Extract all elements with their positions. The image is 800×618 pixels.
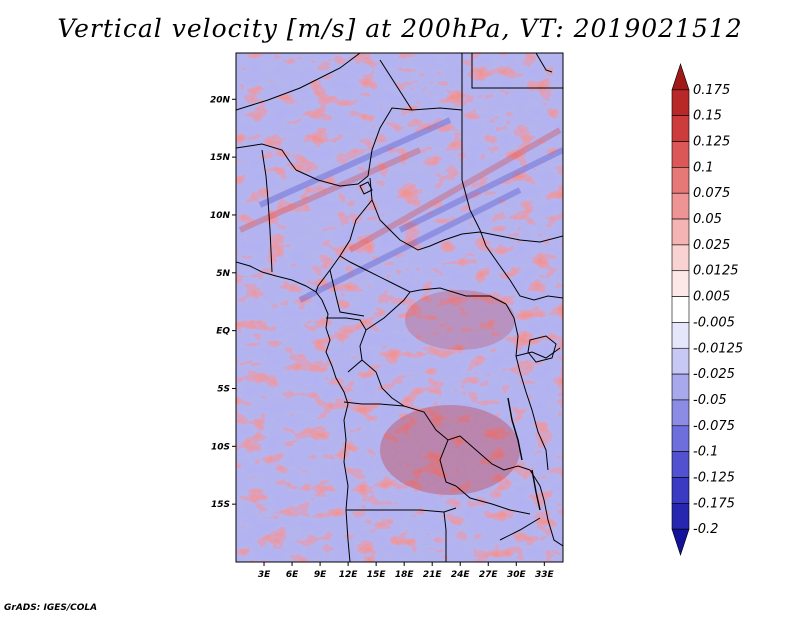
longitude-axis: 3E 6E 9E 12E 15E 18E 21E 24E 27E 30E 33E: [258, 562, 555, 580]
colorbar-swatch: [671, 503, 690, 530]
lon-tick-label: 27E: [479, 570, 499, 580]
latitude-axis: 20N 15N 10N 5N EQ 5S 10S 15S: [210, 95, 236, 510]
colorbar-label: 0.0125: [693, 264, 739, 279]
lon-tick-label: 9E: [314, 570, 327, 580]
colorbar-label: 0.15: [693, 109, 722, 124]
lat-tick-label: 10S: [211, 442, 230, 452]
map-title: Vertical velocity [m/s] at 200hPa, VT: 2…: [57, 14, 743, 43]
colorbar: 0.175 0.15 0.125 0.1 0.075 0.05 0.025 0.0125 0.0…: [671, 63, 743, 556]
colorbar-swatch: [671, 296, 690, 323]
velocity-field: [236, 53, 563, 562]
lat-tick-label: 5S: [217, 384, 230, 394]
lon-tick-label: 15E: [367, 570, 387, 580]
lon-tick-label: 33E: [535, 570, 555, 580]
colorbar-label: 0.1: [693, 160, 714, 175]
colorbar-swatch: [671, 270, 690, 297]
colorbar-swatch: [671, 373, 690, 401]
updraft-region: [380, 405, 520, 495]
colorbar-label: -0.025: [693, 367, 735, 382]
colorbar-label: -0.175: [693, 496, 735, 511]
colorbar-swatch: [671, 244, 690, 272]
lon-tick-label: 6E: [286, 570, 299, 580]
lat-tick-label: 15S: [211, 500, 230, 510]
colorbar-swatch: [671, 399, 690, 427]
colorbar-label: 0.075: [693, 186, 730, 201]
map-frame: [235, 52, 564, 563]
colorbar-label: 0.05: [693, 212, 722, 227]
colorbar-label: -0.075: [693, 419, 735, 434]
colorbar-swatch: [671, 218, 690, 246]
lon-tick-label: 12E: [339, 570, 359, 580]
colorbar-label: -0.05: [693, 393, 727, 408]
colorbar-label: -0.125: [693, 470, 735, 485]
colorbar-label: 0.025: [693, 238, 730, 253]
colorbar-swatch: [671, 477, 690, 504]
lat-tick-label: 5N: [216, 269, 230, 279]
colorbar-label: -0.0125: [693, 341, 743, 356]
lat-tick-label: 10N: [210, 211, 231, 221]
colorbar-swatch: [671, 451, 690, 478]
colorbar-swatch: [671, 63, 690, 91]
colorbar-label: -0.1: [693, 445, 718, 460]
lon-tick-label: 24E: [451, 570, 471, 580]
country-borders: [236, 53, 563, 562]
lat-tick-label: 15N: [210, 153, 231, 163]
colorbar-swatch: [671, 141, 690, 168]
colorbar-label: 0.005: [693, 290, 730, 305]
colorbar-swatch: [671, 115, 690, 142]
lon-tick-label: 3E: [258, 570, 271, 580]
colorbar-swatch: [671, 192, 690, 220]
updraft-region: [405, 290, 515, 350]
colorbar-label: -0.2: [693, 522, 718, 537]
colorbar-swatch: [671, 425, 690, 452]
colorbar-swatch: [671, 89, 690, 116]
colorbar-swatch: [671, 528, 690, 556]
lon-tick-label: 30E: [507, 570, 527, 580]
lat-tick-label: EQ: [216, 327, 230, 337]
colorbar-label: -0.005: [693, 315, 735, 330]
colorbar-label: 0.125: [693, 135, 730, 150]
colorbar-swatch: [671, 167, 690, 194]
colorbar-label: 0.175: [693, 83, 730, 98]
lat-tick-label: 20N: [210, 95, 231, 105]
credit-text: GrADS: IGES/COLA: [4, 603, 98, 613]
colorbar-swatch: [671, 347, 690, 375]
lon-tick-label: 21E: [423, 570, 443, 580]
colorbar-swatch: [671, 322, 690, 349]
lon-tick-label: 18E: [395, 570, 415, 580]
